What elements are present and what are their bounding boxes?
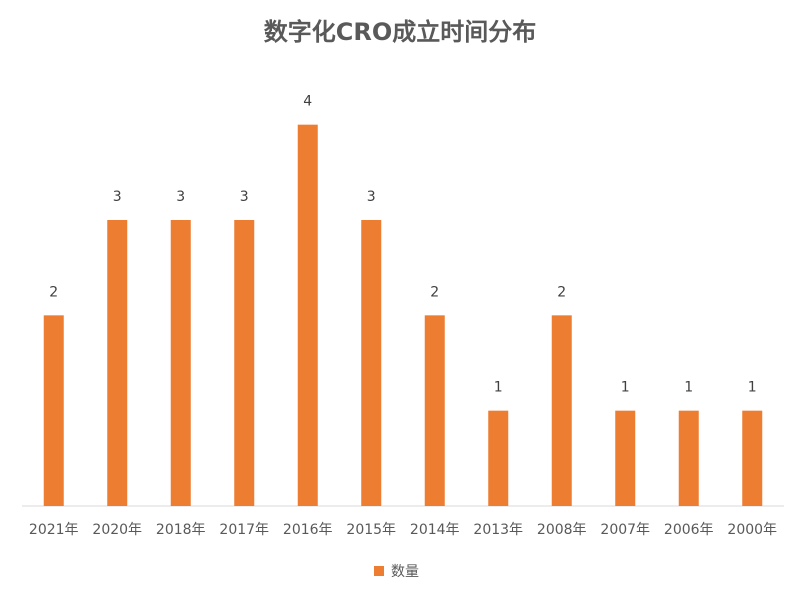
data-label: 2 bbox=[49, 284, 58, 300]
bar bbox=[361, 220, 382, 506]
x-tick-label: 2016年 bbox=[283, 522, 333, 538]
x-tick-label: 2015年 bbox=[346, 522, 396, 538]
bar bbox=[678, 410, 699, 506]
data-label: 3 bbox=[367, 189, 376, 205]
chart-title: 数字化CRO成立时间分布 bbox=[264, 18, 537, 46]
bar bbox=[43, 315, 64, 506]
data-label: 1 bbox=[684, 380, 693, 396]
legend-label: 数量 bbox=[391, 564, 419, 580]
data-label: 3 bbox=[113, 189, 122, 205]
data-label: 4 bbox=[303, 94, 312, 110]
data-label: 2 bbox=[430, 284, 439, 300]
bar bbox=[488, 410, 509, 506]
data-label: 3 bbox=[176, 189, 185, 205]
bar bbox=[297, 124, 318, 507]
x-tick-label: 2013年 bbox=[473, 522, 523, 538]
bar bbox=[170, 220, 191, 506]
bar bbox=[615, 410, 636, 506]
x-tick-label: 2006年 bbox=[664, 522, 714, 538]
data-label: 1 bbox=[621, 380, 630, 396]
x-tick-label: 2014年 bbox=[410, 522, 460, 538]
data-label: 3 bbox=[240, 189, 249, 205]
data-label: 1 bbox=[748, 380, 757, 396]
bar bbox=[551, 315, 572, 506]
legend-swatch bbox=[374, 566, 384, 576]
x-tick-label: 2021年 bbox=[29, 522, 79, 538]
bar bbox=[424, 315, 445, 506]
bar bbox=[107, 220, 128, 506]
x-tick-label: 2018年 bbox=[156, 522, 206, 538]
data-label: 1 bbox=[494, 380, 503, 396]
data-label: 2 bbox=[557, 284, 566, 300]
bar bbox=[742, 410, 763, 506]
x-tick-label: 2000年 bbox=[727, 522, 777, 538]
bar bbox=[234, 220, 255, 506]
x-tick-label: 2020年 bbox=[92, 522, 142, 538]
x-tick-label: 2017年 bbox=[219, 522, 269, 538]
x-tick-label: 2008年 bbox=[537, 522, 587, 538]
x-tick-label: 2007年 bbox=[600, 522, 650, 538]
